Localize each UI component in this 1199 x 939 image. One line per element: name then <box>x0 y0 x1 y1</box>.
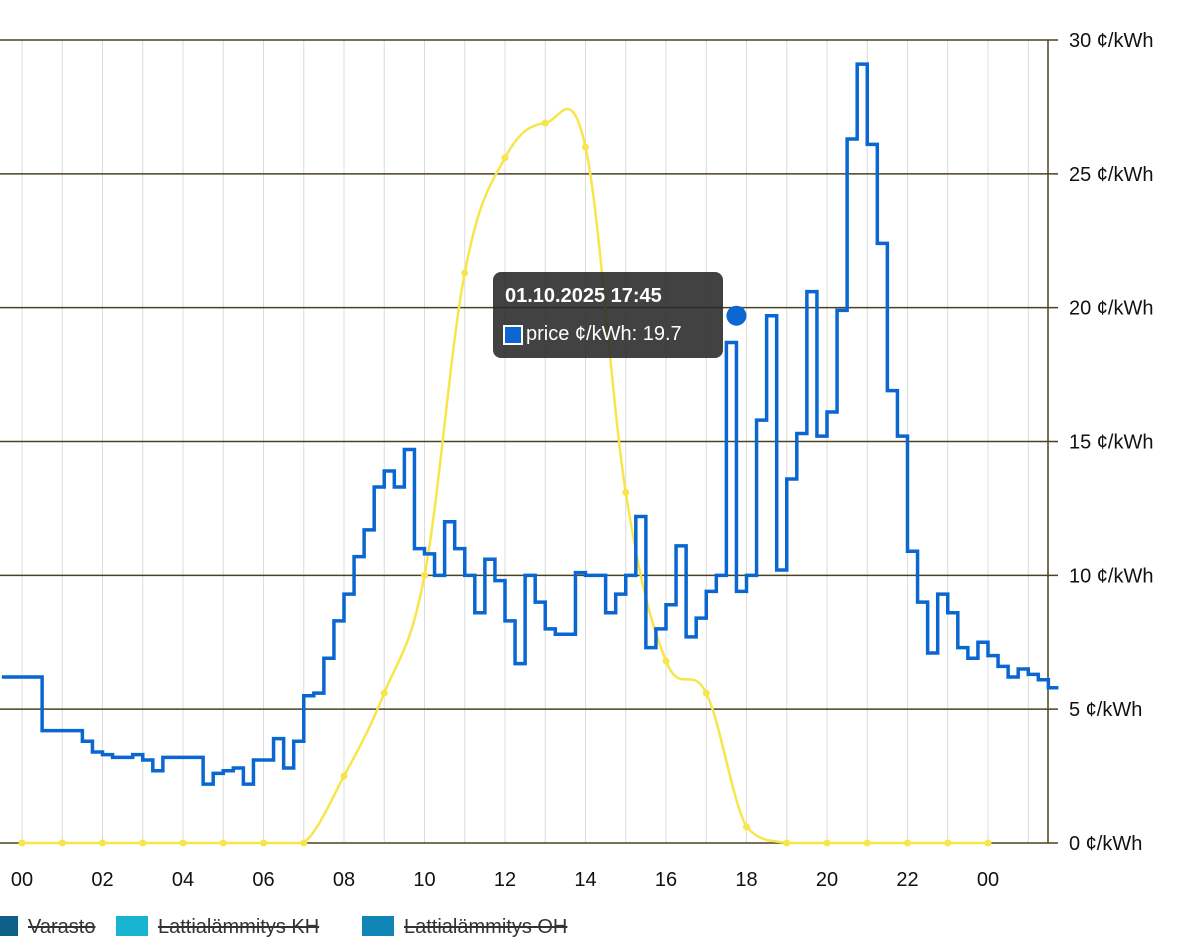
solar-data-point <box>260 839 267 847</box>
y-tick-label: 5 ¢/kWh <box>1069 699 1142 721</box>
solar-data-point <box>541 119 549 127</box>
solar-data-point <box>702 689 710 697</box>
solar-data-point <box>944 839 952 847</box>
x-tick-label: 20 <box>816 869 838 891</box>
y-axis-ticks: 0 ¢/kWh 5 ¢/kWh 10 ¢/kWh 15 ¢/kWh 20 ¢/kWh 25… <box>1069 30 1153 855</box>
x-tick-label: 10 <box>413 869 435 891</box>
solar-data-point <box>461 269 469 277</box>
solar-data-point <box>340 772 348 780</box>
solar-data-point <box>863 839 871 847</box>
x-tick-label: 12 <box>494 869 516 891</box>
price-series-line[interactable] <box>1 62 1059 786</box>
legend-label: Varasto <box>28 916 96 938</box>
solar-series-line <box>22 107 988 845</box>
y-tick-label: 25 ¢/kWh <box>1069 164 1153 186</box>
x-tick-label: 14 <box>574 869 596 891</box>
legend-swatch <box>0 916 18 936</box>
solar-data-point <box>783 839 791 847</box>
y-tick-label: 15 ¢/kWh <box>1069 432 1153 454</box>
x-tick-label: 04 <box>172 869 194 891</box>
solar-data-point <box>662 657 670 665</box>
solar-data-point <box>984 839 992 847</box>
y-tick-label: 0 ¢/kWh <box>1069 833 1142 855</box>
x-tick-label: 22 <box>896 869 918 891</box>
solar-data-point <box>179 839 187 847</box>
x-tick-label: 16 <box>655 869 677 891</box>
y-tick-label: 30 ¢/kWh <box>1069 30 1153 52</box>
tooltip-series-swatch <box>503 324 523 345</box>
x-tick-label: 06 <box>252 869 274 891</box>
solar-data-point <box>501 154 509 162</box>
legend-label: Lattialämmitys OH <box>404 916 568 938</box>
chart-legend: Varasto Lattialämmitys KH Lattialämmitys… <box>0 912 1199 938</box>
y-tick-label: 10 ¢/kWh <box>1069 565 1153 587</box>
solar-data-point <box>743 823 750 831</box>
solar-data-point <box>219 839 227 847</box>
solar-data-point <box>380 689 388 697</box>
solar-data-point <box>18 839 26 847</box>
solar-series-points <box>18 119 992 847</box>
x-tick-label: 18 <box>735 869 757 891</box>
legend-swatch <box>116 916 148 936</box>
solar-data-point <box>622 488 630 496</box>
tooltip-title: 01.10.2025 17:45 <box>505 285 662 307</box>
x-tick-label: 02 <box>91 869 113 891</box>
solar-data-point <box>139 839 147 847</box>
solar-data-point <box>904 839 911 847</box>
solar-data-point <box>582 143 589 151</box>
y-gridlines <box>0 39 1058 844</box>
solar-data-point <box>421 571 428 579</box>
tooltip-series-row: price ¢/kWh: 19.7 <box>503 323 682 346</box>
solar-data-point <box>58 839 66 847</box>
x-axis-ticks: 00 02 04 06 08 10 12 14 16 18 20 22 00 <box>11 869 999 891</box>
x-tick-label: 08 <box>333 869 355 891</box>
solar-data-point <box>300 839 308 847</box>
x-tick-label: 00 <box>11 869 33 891</box>
solar-data-point <box>99 839 106 847</box>
price-chart: 0 ¢/kWh 5 ¢/kWh 10 ¢/kWh 15 ¢/kWh 20 ¢/kWh 25… <box>0 30 1153 891</box>
tooltip-series-label: price ¢/kWh: 19.7 <box>526 323 682 345</box>
legend-label: Lattialämmitys KH <box>158 916 320 938</box>
x-tick-label: 00 <box>977 869 999 891</box>
y-tick-label: 20 ¢/kWh <box>1069 298 1153 320</box>
legend-swatch <box>362 916 394 936</box>
hover-point-marker[interactable] <box>726 305 747 326</box>
solar-data-point <box>823 839 831 847</box>
chart-tooltip: 01.10.2025 17:45 price ¢/kWh: 19.7 <box>493 272 723 358</box>
